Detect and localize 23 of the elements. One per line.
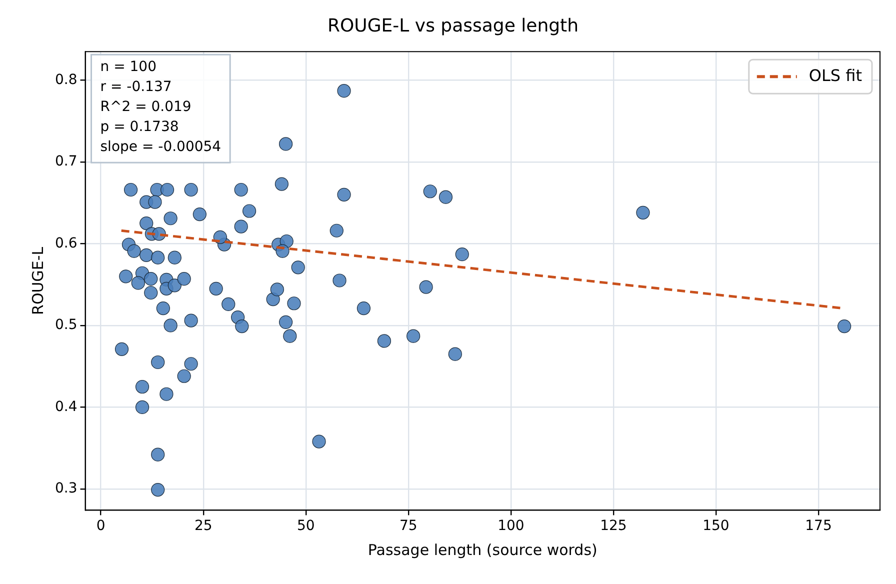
- chart-title: ROUGE-L vs passage length: [327, 15, 579, 36]
- annotation: p = 0.1738: [100, 119, 179, 136]
- annotation: slope = -0.00054: [100, 139, 222, 156]
- x-tick-label: 175: [805, 518, 832, 534]
- x-tick-label: 50: [296, 518, 315, 534]
- x-axis-title: Passage length (source words): [368, 540, 598, 559]
- y-tick-label: 0.8: [55, 72, 78, 88]
- y-tick-label: 0.6: [55, 235, 78, 252]
- y-tick-label: 0.4: [55, 398, 78, 415]
- legend-label: OLS fit: [808, 66, 862, 85]
- y-axis-title: ROUGE-L: [28, 246, 47, 315]
- x-tick-label: 125: [600, 518, 627, 534]
- x-tick-label: 150: [702, 518, 730, 534]
- x-tick-label: 25: [194, 518, 212, 534]
- annotation: r = -0.137: [100, 79, 172, 96]
- y-tick-label: 0.3: [55, 480, 78, 497]
- annotation: n = 100: [100, 59, 156, 76]
- x-tick-label: 75: [399, 518, 418, 534]
- annotation: R^2 = 0.019: [100, 99, 192, 116]
- y-tick-label: 0.7: [55, 154, 78, 170]
- x-tick-label: 100: [498, 518, 524, 534]
- y-tick-label: 0.5: [55, 317, 78, 334]
- x-tick-label: 0: [96, 518, 106, 534]
